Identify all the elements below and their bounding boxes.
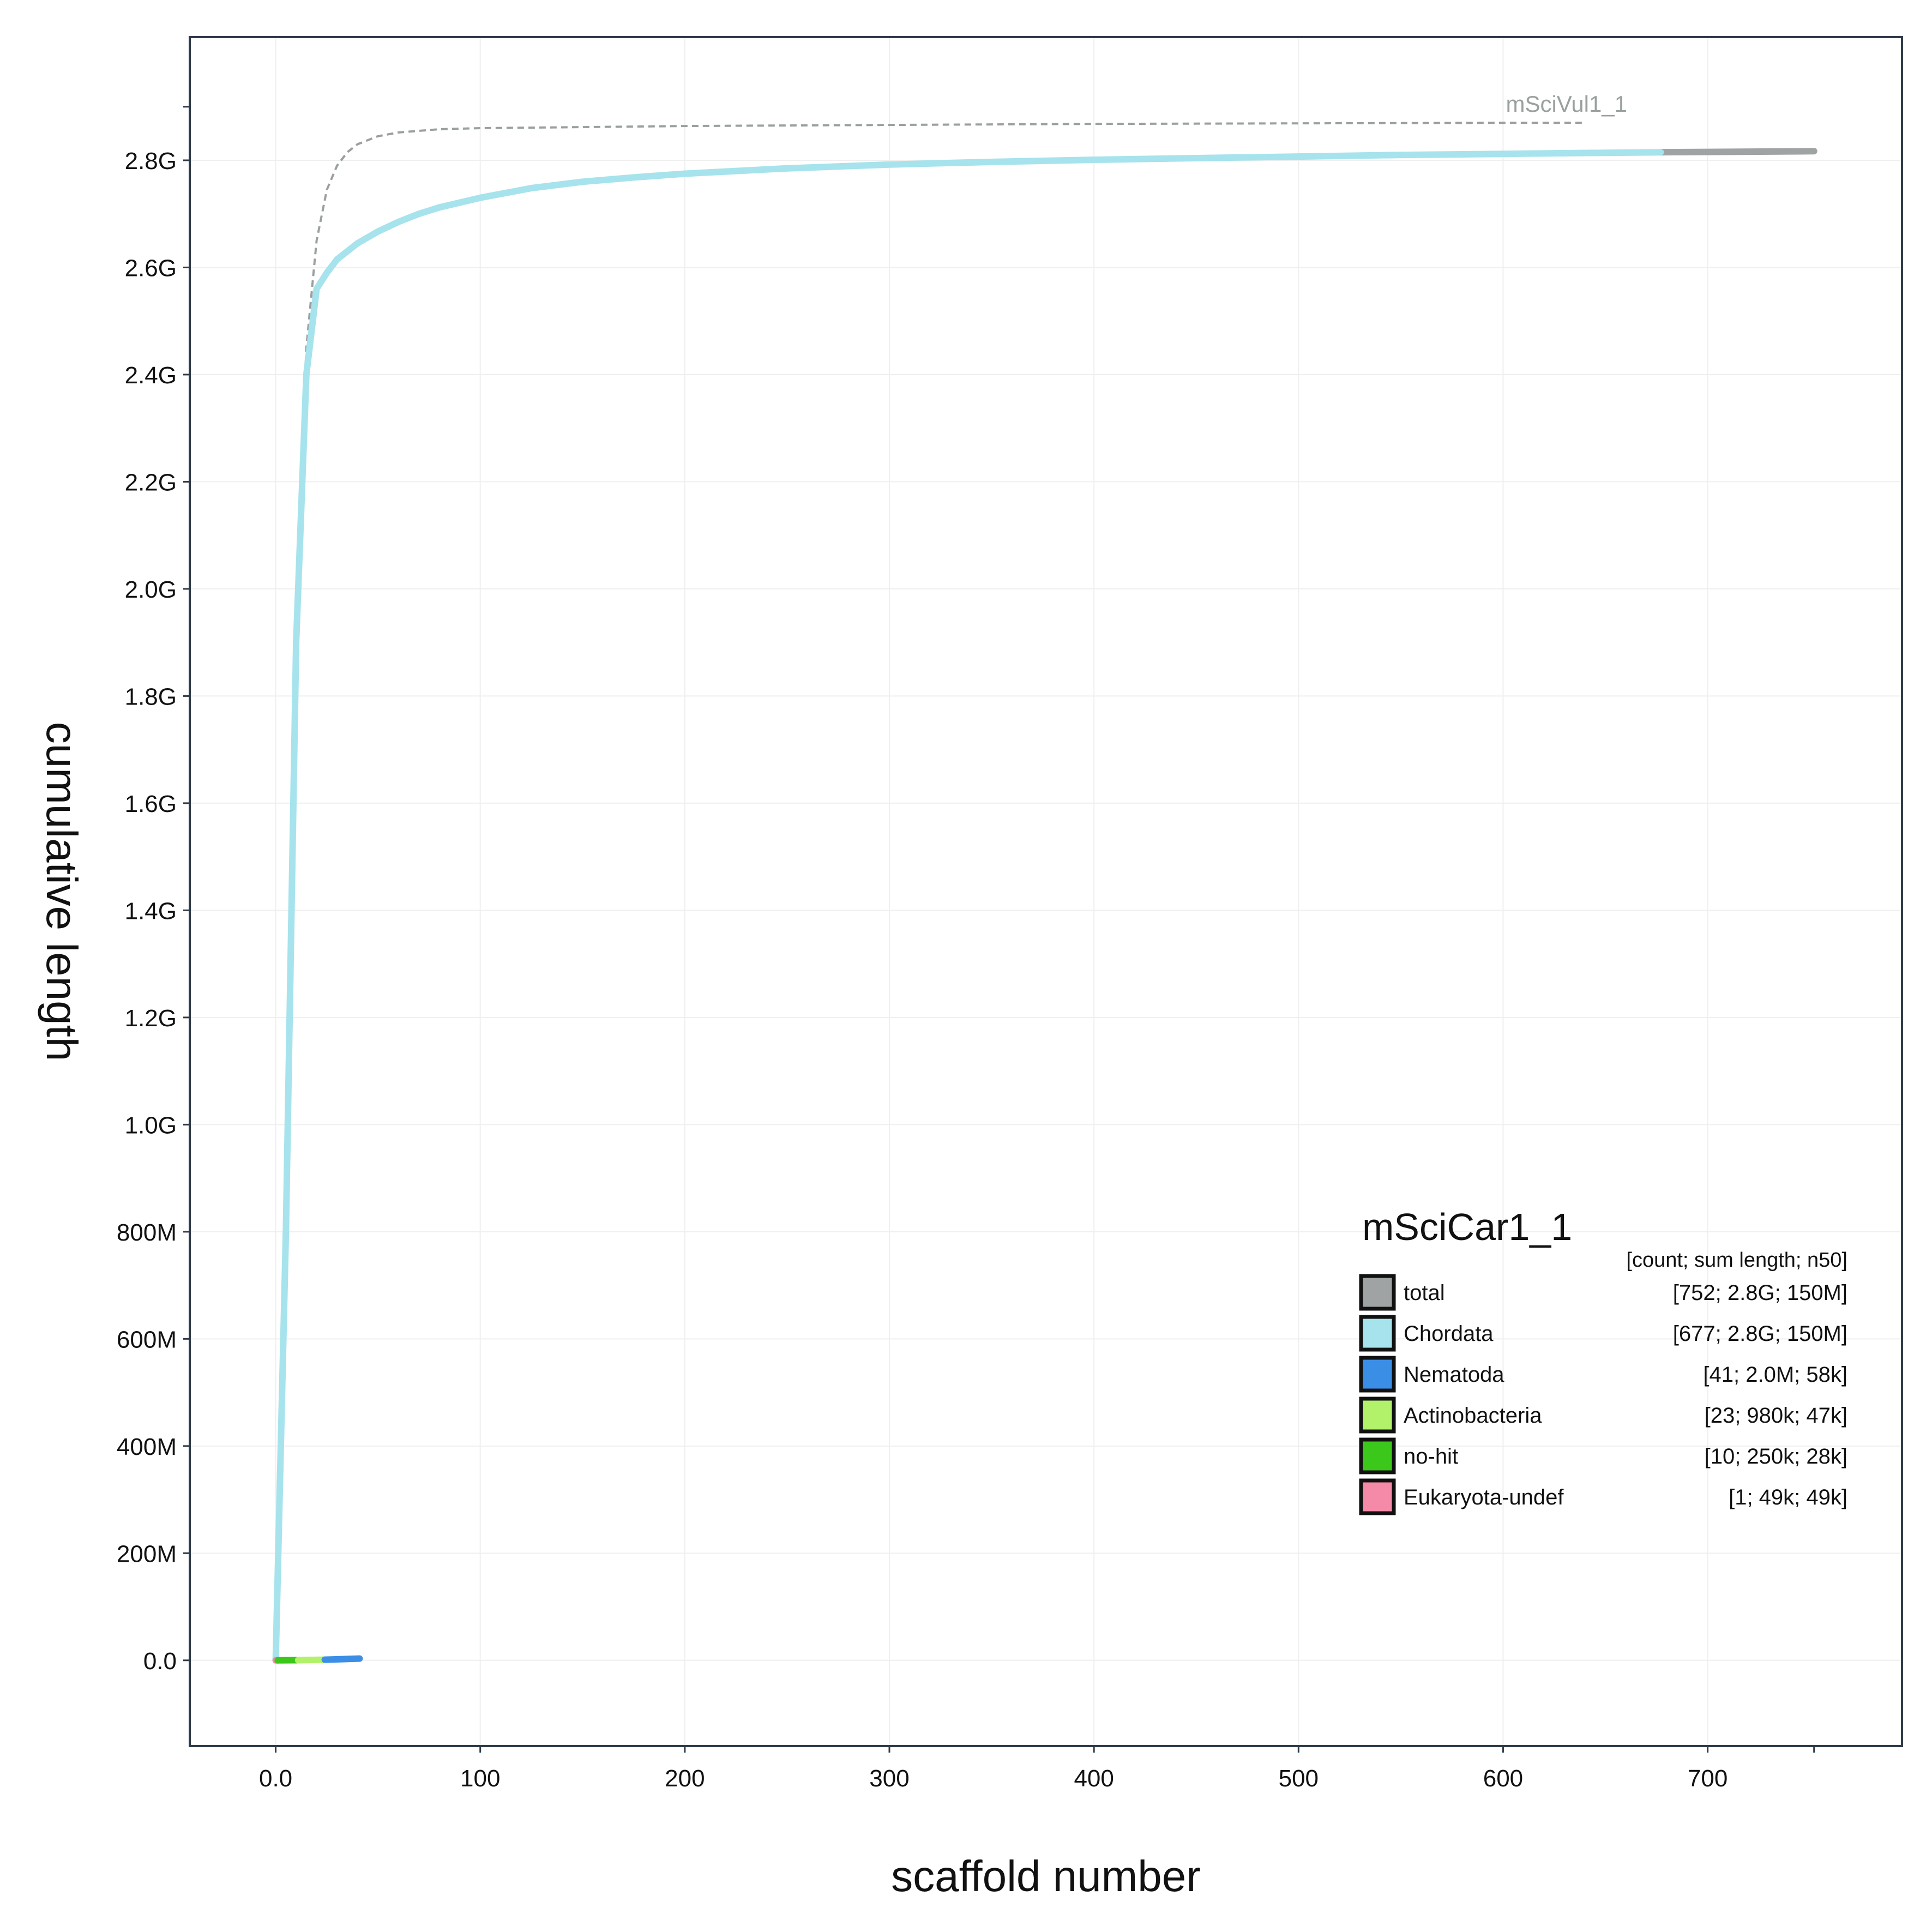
y-tick-label: 1.0G [125,1112,177,1139]
y-axis-title: cumulative length [38,722,86,1062]
legend-stats-no-hit: [10; 250k; 28k] [1705,1444,1847,1468]
legend-label-total: total [1404,1281,1445,1305]
legend-label-nematoda: Nematoda [1404,1363,1504,1387]
series-annotation: mSciVul1_1 [1506,91,1627,117]
legend-label-chordata: Chordata [1404,1322,1494,1346]
x-tick-label: 100 [460,1765,500,1792]
y-tick-label: 2.0G [125,576,177,603]
y-tick-label: 800M [117,1219,177,1246]
y-tick-label: 0.0 [143,1648,177,1675]
legend-swatch-chordata [1361,1317,1394,1350]
y-tick-label: 2.8G [125,148,177,174]
x-tick-label: 300 [869,1765,909,1792]
legend-swatch-total [1361,1276,1394,1309]
series-line-total [1660,151,1814,152]
legend-stats-eukaryota-undef: [1; 49k; 49k] [1729,1485,1847,1509]
legend-stats-total: [752; 2.8G; 150M] [1673,1281,1847,1305]
y-tick-label: 400M [117,1434,177,1460]
legend-stats-actinobacteria: [23; 980k; 47k] [1705,1404,1847,1428]
x-tick-label: 700 [1688,1765,1728,1792]
x-tick-label: 400 [1074,1765,1114,1792]
y-tick-label: 1.4G [125,898,177,924]
series-line-nematoda [325,1659,360,1660]
x-tick-label: 500 [1279,1765,1319,1792]
legend-swatch-no-hit [1361,1440,1394,1472]
y-tick-label: 600M [117,1326,177,1353]
legend-swatch-actinobacteria [1361,1399,1394,1431]
legend-label-actinobacteria: Actinobacteria [1404,1404,1542,1428]
y-tick-label: 1.6G [125,791,177,817]
legend-label-eukaryota-undef: Eukaryota-undef [1404,1485,1564,1509]
legend-header: [count; sum length; n50] [1626,1249,1847,1272]
x-tick-label: 0.0 [259,1765,292,1792]
x-tick-label: 600 [1483,1765,1523,1792]
legend-stats-nematoda: [41; 2.0M; 58k] [1703,1363,1847,1387]
legend-stats-chordata: [677; 2.8G; 150M] [1673,1322,1847,1346]
legend-title: mSciCar1_1 [1362,1206,1572,1248]
y-tick-label: 2.6G [125,255,177,281]
y-tick-label: 2.4G [125,362,177,389]
y-tick-label: 1.8G [125,683,177,710]
y-tick-label: 1.2G [125,1005,177,1032]
legend-label-no-hit: no-hit [1404,1444,1458,1468]
y-tick-label: 2.2G [125,469,177,496]
legend-swatch-eukaryota-undef [1361,1480,1394,1513]
x-axis-title: scaffold number [891,1852,1201,1900]
legend-swatch-nematoda [1361,1358,1394,1391]
x-tick-label: 200 [665,1765,705,1792]
y-tick-label: 200M [117,1540,177,1567]
